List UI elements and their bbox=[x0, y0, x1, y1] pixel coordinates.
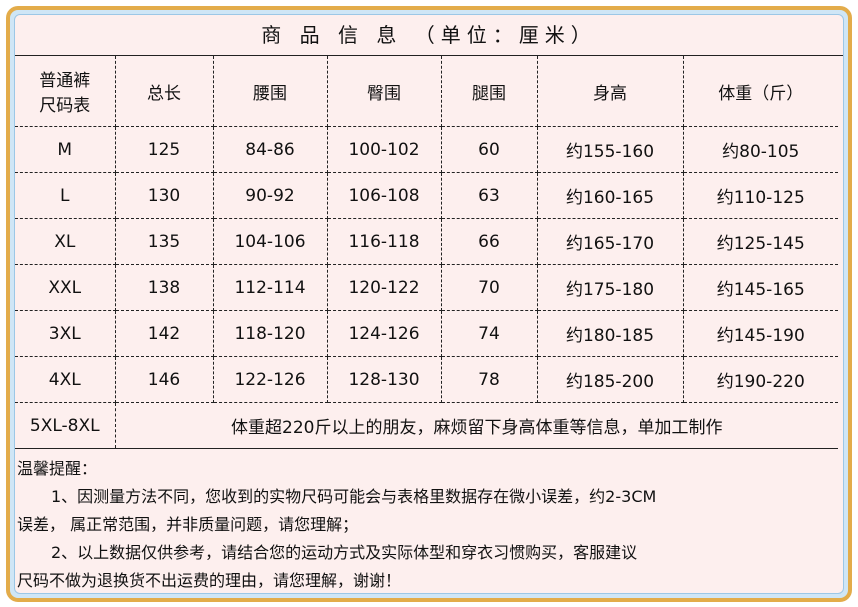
value-cell: 112-114 bbox=[212, 264, 328, 311]
table-row: 4XL 146 122-126 128-130 78 约185-200 约190-220 bbox=[15, 356, 838, 403]
column-header: 腰围 bbox=[212, 56, 328, 127]
value-cell: 约125-145 bbox=[682, 218, 838, 265]
value-cell: 约165-170 bbox=[536, 218, 684, 265]
table-row: M 125 84-86 100-102 60 约155-160 约80-105 bbox=[15, 126, 838, 173]
column-header: 体重（斤） bbox=[682, 56, 838, 127]
column-header: 腿围 bbox=[440, 56, 538, 127]
size-cell: 3XL bbox=[15, 310, 116, 357]
size-cell: 4XL bbox=[15, 356, 116, 403]
table-row: 3XL 142 118-120 124-126 74 约180-185 约145-190 bbox=[15, 310, 838, 357]
chart-title: 商 品 信 息 （单位：厘米） bbox=[15, 15, 843, 56]
size-cell: M bbox=[15, 126, 116, 173]
table-row: XL 135 104-106 116-118 66 约165-170 约125-145 bbox=[15, 218, 838, 265]
notes: 温馨提醒： 1、因测量方法不同，您收到的实物尺码可能会与表格里数据存在微小误差，… bbox=[17, 455, 841, 595]
value-cell: 74 bbox=[440, 310, 538, 357]
value-cell: 约175-180 bbox=[536, 264, 684, 311]
value-cell: 66 bbox=[440, 218, 538, 265]
note-1-cont: 误差， 属正常范围，并非质量问题，请您理解； bbox=[17, 515, 359, 534]
value-cell: 118-120 bbox=[212, 310, 328, 357]
value-cell: 142 bbox=[114, 310, 214, 357]
value-cell: 约155-160 bbox=[536, 126, 684, 173]
size-cell: XL bbox=[15, 218, 116, 265]
value-cell: 70 bbox=[440, 264, 538, 311]
value-cell: 60 bbox=[440, 126, 538, 173]
note-2-cont: 尺码不做为退换货不出运费的理由，请您理解，谢谢！ bbox=[17, 571, 402, 590]
value-cell: 63 bbox=[440, 172, 538, 219]
value-cell: 100-102 bbox=[326, 126, 442, 173]
value-cell: 约80-105 bbox=[682, 126, 838, 173]
notes-heading: 温馨提醒： bbox=[17, 459, 98, 478]
value-cell: 约160-165 bbox=[536, 172, 684, 219]
size-cell: L bbox=[15, 172, 116, 219]
column-header: 总长 bbox=[114, 56, 214, 127]
value-cell: 125 bbox=[114, 126, 214, 173]
note-1: 1、因测量方法不同，您收到的实物尺码可能会与表格里数据存在微小误差，约2-3CM bbox=[51, 487, 657, 506]
value-cell: 约190-220 bbox=[682, 356, 838, 403]
value-cell: 138 bbox=[114, 264, 214, 311]
header-row: 普通裤 尺码表 总长 腰围 臀围 腿围 身高 体重（斤） bbox=[15, 56, 838, 127]
value-cell: 104-106 bbox=[212, 218, 328, 265]
value-cell: 约145-165 bbox=[682, 264, 838, 311]
size-cell: XXL bbox=[15, 264, 116, 311]
table-row: L 130 90-92 106-108 63 约160-165 约110-125 bbox=[15, 172, 838, 219]
value-cell: 120-122 bbox=[326, 264, 442, 311]
column-header: 身高 bbox=[536, 56, 684, 127]
value-cell: 124-126 bbox=[326, 310, 442, 357]
frame: 商 品 信 息 （单位：厘米） 普通裤 尺码表 总长 腰围 臀围 腿围 身高 体重（斤） M 1… bbox=[6, 6, 852, 602]
column-header: 普通裤 尺码表 bbox=[15, 56, 116, 127]
value-cell: 135 bbox=[114, 218, 214, 265]
extra-row: 5XL-8XL 体重超220斤以上的朋友，麻烦留下身高体重等信息，单加工制作 bbox=[15, 402, 838, 449]
note-2: 2、以上数据仅供参考，请结合您的运动方式及实际体型和穿衣习惯购买，客服建议 bbox=[51, 543, 638, 562]
value-cell: 128-130 bbox=[326, 356, 442, 403]
size-chart: 商 品 信 息 （单位：厘米） 普通裤 尺码表 总长 腰围 臀围 腿围 身高 体重（斤） M 1… bbox=[14, 14, 844, 594]
table-row: XXL 138 112-114 120-122 70 约175-180 约145-165 bbox=[15, 264, 838, 311]
custom-note-cell: 体重超220斤以上的朋友，麻烦留下身高体重等信息，单加工制作 bbox=[114, 402, 838, 449]
value-cell: 146 bbox=[114, 356, 214, 403]
value-cell: 约110-125 bbox=[682, 172, 838, 219]
column-header: 臀围 bbox=[326, 56, 442, 127]
value-cell: 122-126 bbox=[212, 356, 328, 403]
value-cell: 约180-185 bbox=[536, 310, 684, 357]
value-cell: 78 bbox=[440, 356, 538, 403]
size-table: 普通裤 尺码表 总长 腰围 臀围 腿围 身高 体重（斤） M 125 84-86 100-102 60… bbox=[15, 56, 838, 449]
value-cell: 116-118 bbox=[326, 218, 442, 265]
value-cell: 84-86 bbox=[212, 126, 328, 173]
value-cell: 约145-190 bbox=[682, 310, 838, 357]
value-cell: 130 bbox=[114, 172, 214, 219]
value-cell: 约185-200 bbox=[536, 356, 684, 403]
value-cell: 106-108 bbox=[326, 172, 442, 219]
size-cell: 5XL-8XL bbox=[15, 402, 116, 449]
value-cell: 90-92 bbox=[212, 172, 328, 219]
